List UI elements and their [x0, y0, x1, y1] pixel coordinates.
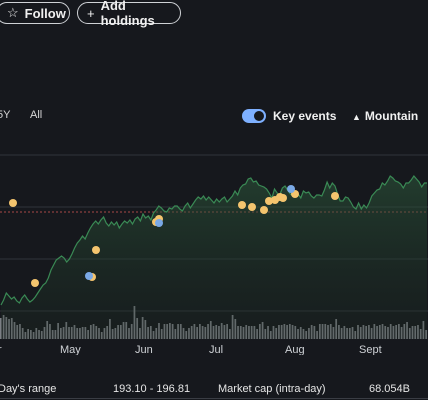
- mountain-icon: ▲: [352, 112, 361, 122]
- key-event-marker[interactable]: [265, 197, 273, 205]
- market-cap-value: 68.054B: [369, 383, 410, 395]
- key-event-marker[interactable]: [9, 199, 17, 207]
- add-holdings-button[interactable]: + Add holdings: [77, 0, 181, 28]
- x-tick-label: Jun: [135, 344, 153, 355]
- add-holdings-label: Add holdings: [100, 0, 155, 28]
- x-tick-label: r: [0, 344, 2, 355]
- key-events-label: Key events: [273, 109, 337, 123]
- price-chart[interactable]: r May Jun Jul Aug Sept: [0, 150, 428, 355]
- key-event-marker[interactable]: [238, 201, 246, 209]
- earnings-event-marker[interactable]: [287, 185, 295, 193]
- plus-icon: +: [87, 5, 95, 21]
- chart-type-dropdown[interactable]: ▲ Mountain: [352, 109, 418, 123]
- key-events-toggle[interactable]: [242, 109, 266, 123]
- price-line: [0, 175, 427, 306]
- range-5y-tab[interactable]: 5Y: [0, 109, 11, 121]
- x-tick-label: Sept: [359, 344, 382, 355]
- key-event-marker[interactable]: [31, 279, 39, 287]
- days-range-value: 193.10 - 196.81: [113, 383, 191, 395]
- x-tick-label: Jul: [209, 344, 223, 355]
- days-range-label: Day's range: [0, 383, 57, 395]
- price-area: [1, 176, 427, 339]
- key-event-marker[interactable]: [260, 206, 268, 214]
- star-outline-icon: ☆: [7, 5, 19, 20]
- key-event-marker[interactable]: [279, 194, 287, 202]
- divider: [0, 398, 428, 399]
- range-all-tab[interactable]: All: [30, 109, 43, 121]
- key-event-marker[interactable]: [331, 192, 339, 200]
- volume-bar: [0, 318, 2, 339]
- key-event-marker[interactable]: [248, 203, 256, 211]
- chart-type-label: Mountain: [364, 109, 419, 123]
- x-tick-label: Aug: [285, 344, 305, 355]
- earnings-event-marker[interactable]: [85, 272, 93, 280]
- key-event-marker[interactable]: [92, 246, 100, 254]
- toggle-knob: [254, 111, 264, 121]
- x-tick-label: May: [60, 344, 81, 355]
- market-cap-label: Market cap (intra-day): [218, 383, 326, 395]
- follow-button[interactable]: ☆ Follow: [0, 2, 70, 24]
- follow-label: Follow: [24, 5, 66, 21]
- earnings-event-marker[interactable]: [155, 219, 163, 227]
